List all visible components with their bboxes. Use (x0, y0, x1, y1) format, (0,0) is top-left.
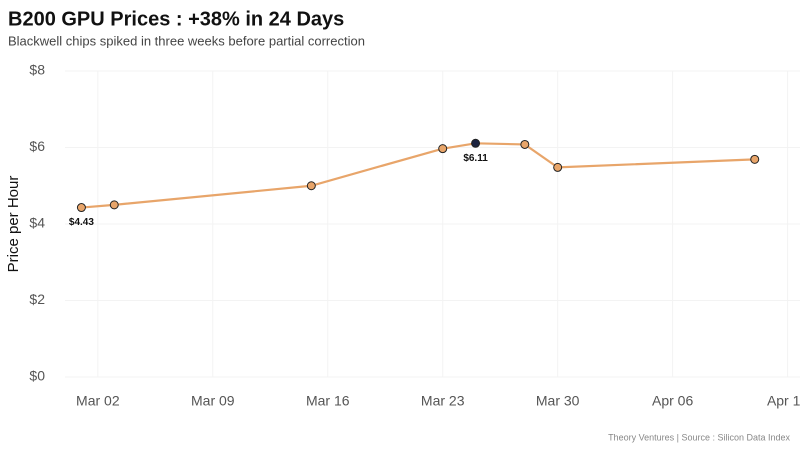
y-tick-label: $8 (29, 62, 45, 78)
y-tick-label: $0 (29, 368, 45, 384)
line (81, 142, 755, 209)
chart-subtitle: Blackwell chips spiked in three weeks be… (8, 33, 365, 48)
point (306, 181, 316, 191)
x-tick-label: Mar 30 (536, 393, 580, 409)
footer: Theory Ventures | Source : Silicon Data … (608, 432, 790, 442)
point (109, 200, 119, 210)
x-tick-label: Mar 23 (421, 393, 465, 409)
y-tick-label: $6 (29, 138, 45, 154)
point (520, 139, 530, 149)
x-tick-label: Mar 16 (306, 393, 350, 409)
x-tick-label: Apr 06 (652, 393, 693, 409)
y-tick-label: $4 (29, 215, 45, 231)
x-tick-label: Mar 09 (191, 393, 235, 409)
point (471, 138, 481, 148)
point (76, 203, 86, 213)
point (438, 144, 448, 154)
y-tick-label: $2 (29, 291, 45, 307)
y-axis-label: Price per Hour (5, 176, 22, 273)
data-label: $4.43 (69, 217, 94, 228)
chart-title: B200 GPU Prices : +38% in 24 Days (8, 8, 344, 30)
point (553, 162, 563, 172)
data-label: $6.11 (463, 153, 488, 164)
x-tick-label: Apr 13 (767, 393, 800, 409)
x-tick-label: Mar 02 (76, 393, 120, 409)
point (750, 154, 760, 164)
